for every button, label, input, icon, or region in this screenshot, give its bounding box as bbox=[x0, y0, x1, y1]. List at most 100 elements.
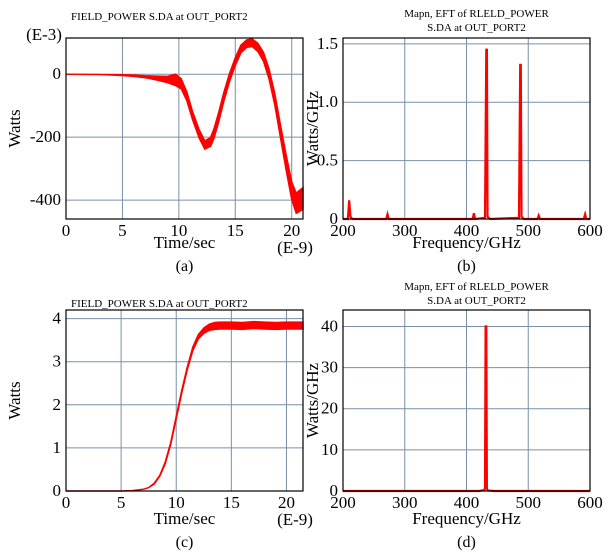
data-point bbox=[473, 213, 474, 214]
y-tick-label: -200 bbox=[30, 127, 61, 146]
data-point bbox=[176, 417, 177, 418]
x-axis-label: Frequency/GHz bbox=[412, 233, 521, 252]
chart-panel-c: 0 5 10 15 20 0 1 2 3 4 FIELD_POWER S.DA at OUT_POR… bbox=[5, 298, 313, 551]
data-point bbox=[484, 488, 485, 489]
y-tick-label: 2 bbox=[53, 395, 62, 414]
y-tick-label: 0 bbox=[53, 64, 62, 83]
y-tick-label: 0.5 bbox=[317, 151, 338, 170]
y-tick-label: 3 bbox=[53, 352, 62, 371]
data-point bbox=[209, 327, 210, 328]
plot-frame bbox=[65, 309, 304, 492]
data-point bbox=[213, 133, 214, 134]
x-axis-label: Time/sec bbox=[154, 509, 216, 528]
data-point bbox=[246, 43, 247, 44]
data-point bbox=[486, 326, 487, 327]
x-tick-label: 600 bbox=[577, 493, 603, 512]
data-point bbox=[240, 48, 241, 49]
x-tick-label: 200 bbox=[330, 221, 356, 240]
x-tick-label: 5 bbox=[117, 493, 126, 512]
y-tick-label: 0 bbox=[330, 481, 339, 500]
x-tick-label: 0 bbox=[62, 221, 71, 240]
data-point bbox=[286, 325, 287, 326]
data-point bbox=[220, 325, 221, 326]
data-point bbox=[522, 217, 523, 218]
y-tick-label: 4 bbox=[53, 309, 62, 328]
data-point bbox=[291, 190, 292, 191]
x-tick-label: 20 bbox=[283, 221, 300, 240]
data-point bbox=[280, 130, 281, 131]
data-point bbox=[99, 74, 100, 75]
chart-subtitle: S.DA at OUT_PORT2 bbox=[427, 22, 526, 34]
y-tick-label: 1.0 bbox=[317, 92, 338, 111]
data-point bbox=[192, 348, 193, 349]
data-point bbox=[538, 215, 539, 216]
y-axis-label: Watts/GHz bbox=[303, 362, 322, 438]
x-axis-label: Time/sec bbox=[154, 233, 216, 252]
data-point bbox=[187, 368, 188, 369]
data-point bbox=[229, 77, 230, 78]
y-exponent-label: (E-3) bbox=[26, 25, 62, 44]
chart-panel-d: 200 300 400 500 600 0 10 20 30 40 Mapn, EFT of RLE… bbox=[303, 281, 603, 551]
data-point bbox=[349, 200, 350, 201]
x-tick-label: 20 bbox=[278, 493, 295, 512]
data-point bbox=[165, 462, 166, 463]
data-point bbox=[486, 488, 487, 489]
data-point bbox=[159, 475, 160, 476]
panel-caption: (c) bbox=[176, 534, 194, 551]
y-tick-label: 0 bbox=[330, 209, 339, 228]
x-tick-label: 15 bbox=[227, 221, 244, 240]
chart-title: FIELD_POWER S.DA at OUT_PORT2 bbox=[71, 11, 248, 23]
data-point bbox=[198, 336, 199, 337]
x-tick-label: 500 bbox=[516, 221, 542, 240]
data-point bbox=[257, 47, 258, 48]
plot-frame bbox=[342, 37, 591, 220]
x-exponent-label: (E-9) bbox=[277, 510, 313, 529]
y-tick-label: 20 bbox=[321, 399, 338, 418]
data-point bbox=[264, 325, 265, 326]
data-point bbox=[133, 75, 134, 76]
data-point bbox=[167, 79, 168, 80]
chart-panel-b: 200 300 400 500 600 0 0.5 1.0 1.5 Mapn, EFT of RL… bbox=[303, 8, 603, 275]
data-point bbox=[285, 162, 286, 163]
data-point bbox=[210, 141, 211, 142]
data-point bbox=[154, 483, 155, 484]
chart-subtitle: S.DA at OUT_PORT2 bbox=[427, 295, 526, 307]
data-point bbox=[203, 330, 204, 331]
series-band bbox=[66, 320, 304, 492]
data-point bbox=[156, 77, 157, 78]
data-point bbox=[223, 96, 224, 97]
data-point bbox=[584, 214, 585, 215]
x-tick-label: 200 bbox=[330, 493, 356, 512]
data-point bbox=[192, 115, 193, 116]
series-a-0 bbox=[65, 38, 304, 215]
x-tick-label: 600 bbox=[577, 221, 603, 240]
data-point bbox=[253, 324, 254, 325]
data-point bbox=[181, 83, 182, 84]
data-point bbox=[231, 325, 232, 326]
data-point bbox=[235, 61, 236, 62]
data-point bbox=[520, 64, 521, 65]
y-tick-label: 30 bbox=[321, 358, 338, 377]
x-tick-label: 500 bbox=[516, 493, 542, 512]
x-tick-label: 300 bbox=[392, 221, 418, 240]
data-point bbox=[122, 75, 123, 76]
data-point bbox=[175, 79, 176, 80]
data-point bbox=[252, 42, 253, 43]
panel-caption: (b) bbox=[457, 258, 476, 275]
y-tick-label: 1 bbox=[53, 438, 62, 457]
data-point bbox=[350, 216, 351, 217]
data-point bbox=[263, 56, 264, 57]
x-tick-label: 300 bbox=[392, 493, 418, 512]
data-point bbox=[181, 391, 182, 392]
data-point bbox=[148, 487, 149, 488]
data-point bbox=[275, 325, 276, 326]
chart-title: FIELD_POWER S.DA at OUT_PORT2 bbox=[71, 298, 248, 310]
x-tick-label: 400 bbox=[454, 221, 480, 240]
x-tick-label: 0 bbox=[62, 493, 71, 512]
y-tick-label: 40 bbox=[321, 316, 338, 335]
chart-panel-a: 0 5 10 15 20 0 -200 -400 FIELD_POWER S.DA at OUT… bbox=[5, 11, 313, 275]
y-tick-label: 10 bbox=[321, 440, 338, 459]
data-point bbox=[387, 214, 388, 215]
x-axis-label: Frequency/GHz bbox=[412, 509, 521, 528]
